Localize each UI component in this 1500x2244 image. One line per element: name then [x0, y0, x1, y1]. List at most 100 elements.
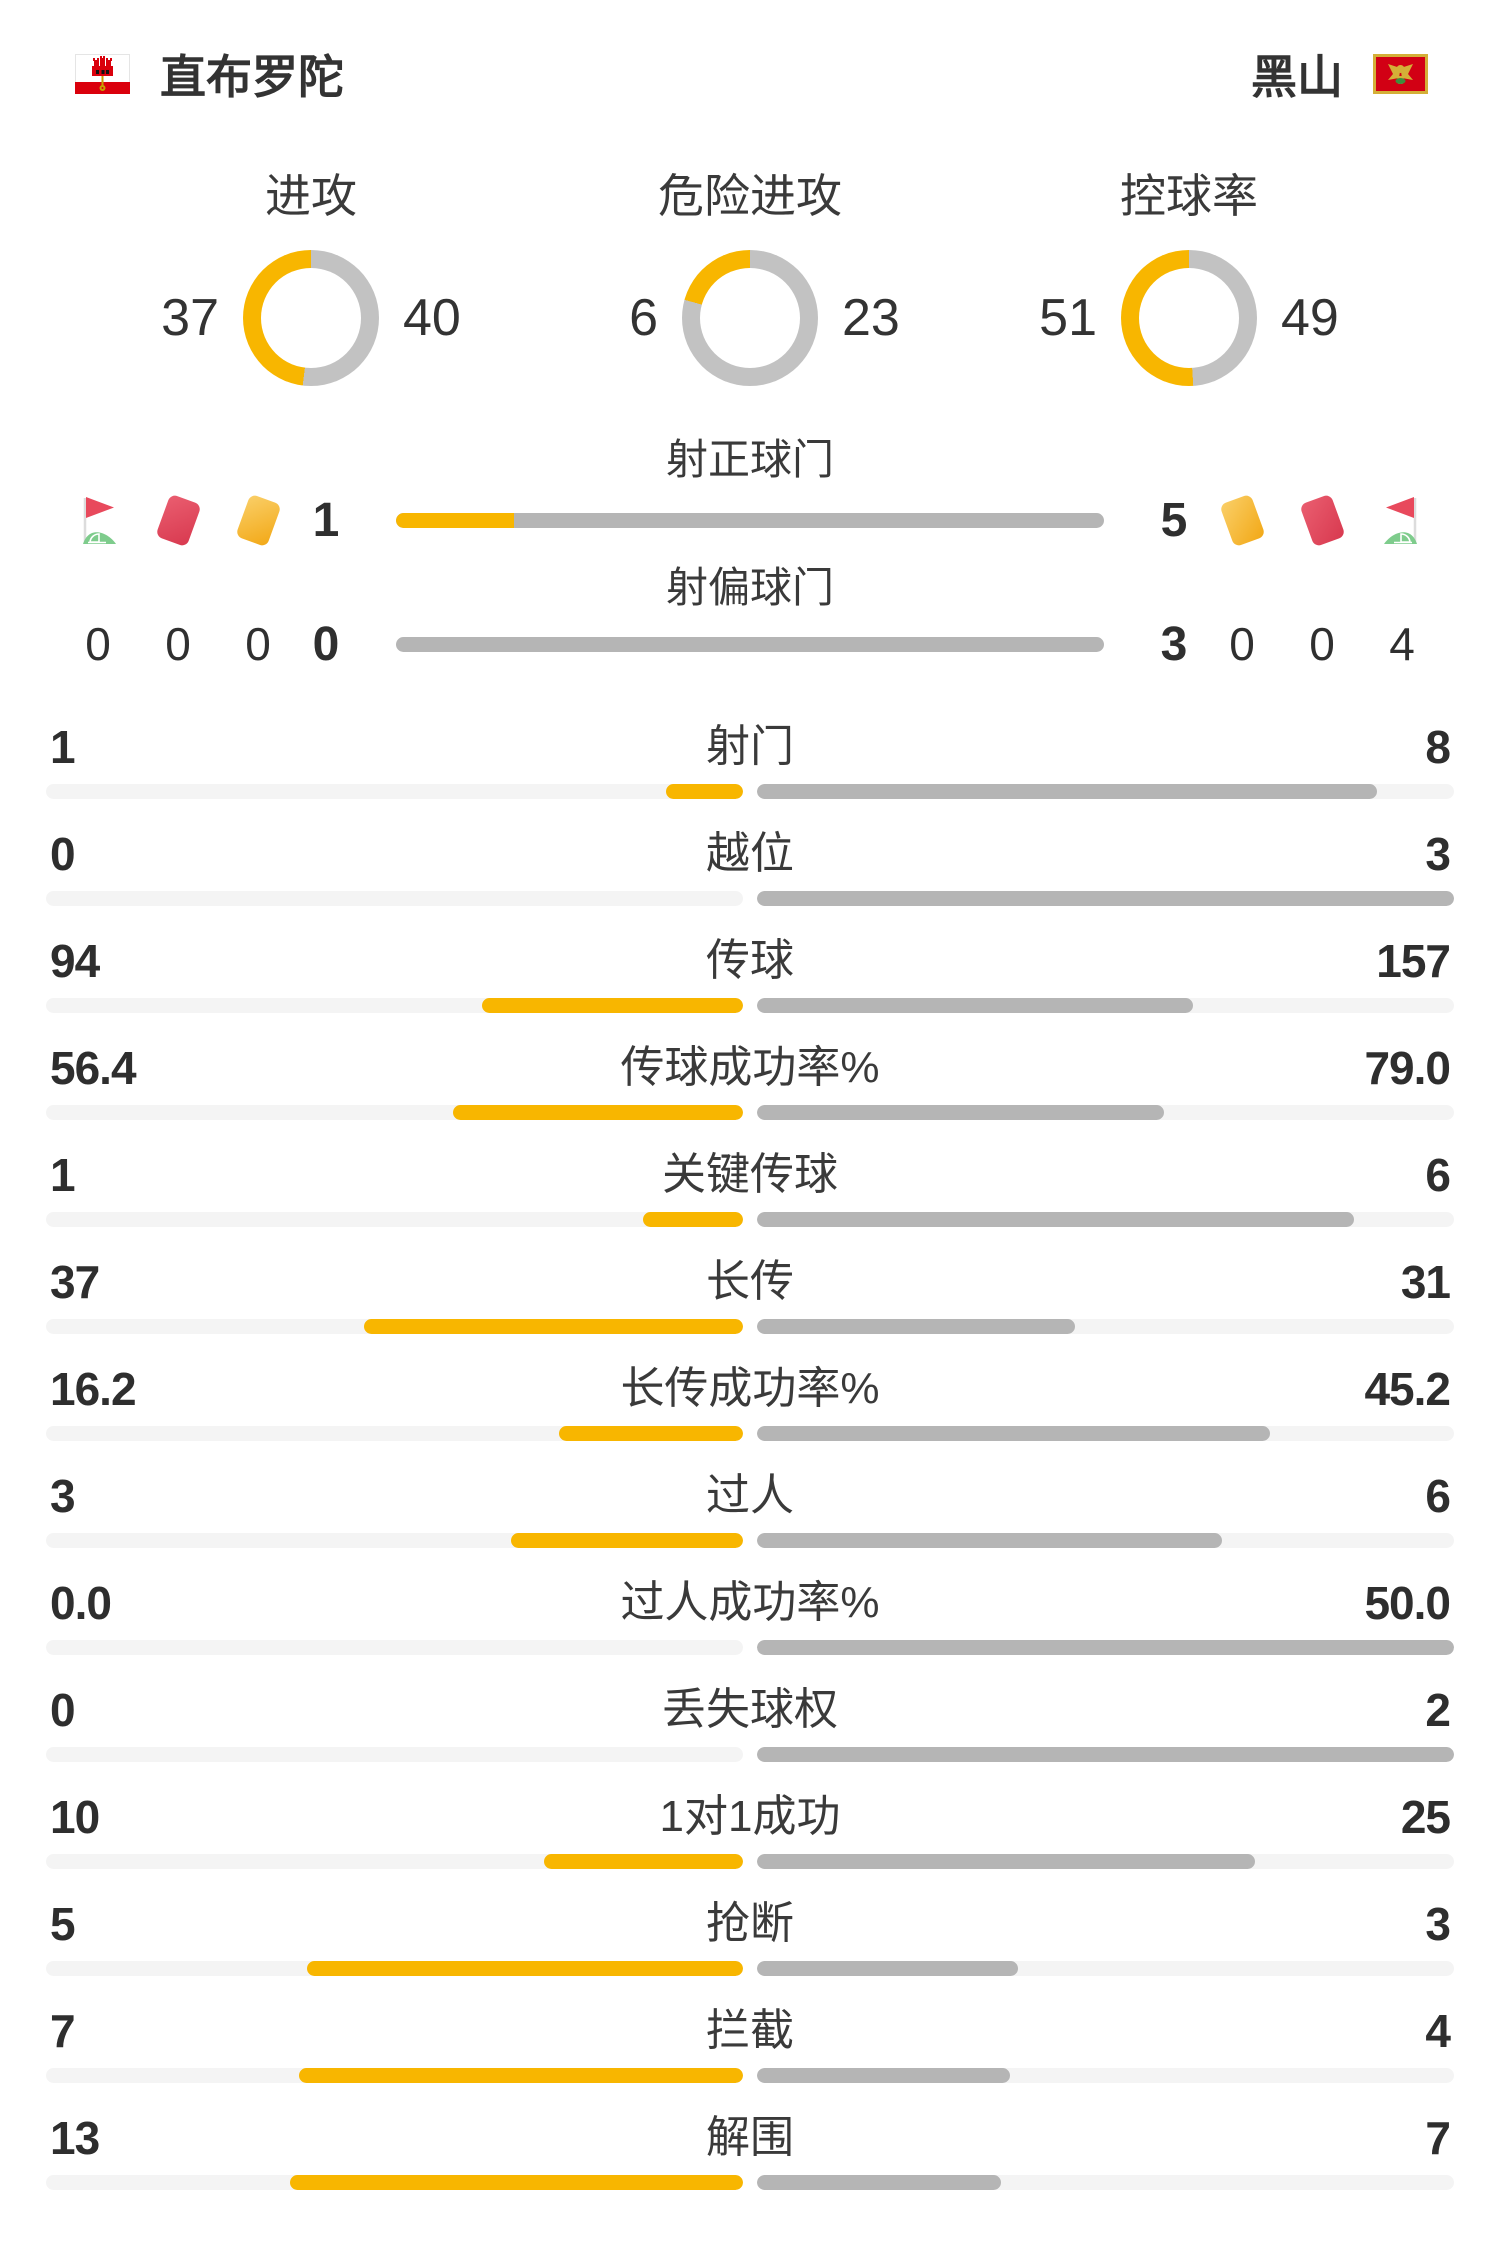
- stat-label: 拦截: [706, 2006, 794, 2055]
- shots-on-target-away-value: 5: [1160, 493, 1188, 547]
- stat-label: 关键传球: [662, 1150, 838, 1199]
- stats-list: 1 射门 8 0 越位 3 94 传球 157 56.4 传球成功率% 79.0 1 关键传球 6 37 长传 3…: [0, 718, 1500, 2190]
- home-team-name: 直布罗陀: [160, 51, 344, 103]
- stat-row: 37 长传 31: [0, 1253, 1500, 1334]
- away-discipline-values: 0 0 4: [1216, 617, 1428, 671]
- stat-label: 1对1成功: [659, 1792, 841, 1841]
- shots-on-target-home-value: 1: [312, 493, 340, 547]
- stat-bar-away: [757, 1212, 1454, 1227]
- stat-bar-home: [46, 1747, 743, 1762]
- stat-home-value: 1: [50, 721, 76, 773]
- shots-off-target-away-value: 3: [1160, 617, 1188, 671]
- home-discipline-values: 0 0 0: [72, 617, 284, 671]
- red-card-icon: [1296, 492, 1348, 548]
- stat-bar-away: [757, 998, 1454, 1013]
- yellow-card-icon: [232, 492, 284, 548]
- header: 直布罗陀 黑山: [0, 0, 1500, 103]
- red-card-icon: [152, 492, 204, 548]
- corner-flag-icon: [72, 492, 124, 548]
- donut-away-value: 49: [1281, 289, 1339, 347]
- stat-away-value: 8: [1425, 721, 1451, 773]
- donut-away-value: 23: [842, 289, 900, 347]
- stat-label: 过人成功率%: [620, 1578, 880, 1627]
- stat-row: 1 关键传球 6: [0, 1146, 1500, 1227]
- stat-row: 56.4 传球成功率% 79.0: [0, 1039, 1500, 1120]
- stat-bar-home: [46, 1961, 743, 1976]
- stat-bar-away: [757, 1961, 1454, 1976]
- stat-bar-away: [757, 1747, 1454, 1762]
- stat-home-value: 94: [50, 935, 100, 987]
- away-yellow-cards-count: 0: [1229, 618, 1255, 670]
- stat-row: 5 抢断 3: [0, 1895, 1500, 1976]
- stat-row: 7 拦截 4: [0, 2002, 1500, 2083]
- donut-label: 进攻: [265, 170, 357, 222]
- shots-off-target-row: 0 0 0 0 3 0 0 4: [0, 616, 1500, 672]
- stat-away-value: 157: [1376, 935, 1451, 987]
- shots-section: 射正球门 1 5: [0, 438, 1500, 672]
- home-team: 直布罗陀: [75, 41, 344, 107]
- possession-donut-chart: [1121, 250, 1257, 386]
- stat-bar-away: [757, 1854, 1454, 1869]
- stat-bar-away: [757, 2068, 1454, 2083]
- stat-away-value: 50.0: [1364, 1577, 1451, 1629]
- dangerous-attacks-donut-chart: [682, 250, 818, 386]
- away-red-cards-count: 0: [1309, 618, 1335, 670]
- stat-home-value: 56.4: [50, 1042, 137, 1094]
- stat-home-value: 5: [50, 1898, 76, 1950]
- donut-label: 控球率: [1120, 170, 1258, 222]
- donut-col-possession: 控球率 51 49: [974, 172, 1404, 386]
- stat-home-value: 1: [50, 1149, 76, 1201]
- stat-label: 射门: [706, 722, 794, 771]
- home-corners-count: 0: [85, 618, 111, 670]
- stat-row: 16.2 长传成功率% 45.2: [0, 1360, 1500, 1441]
- stat-bar-away: [757, 1426, 1454, 1441]
- stat-row: 1 射门 8: [0, 718, 1500, 799]
- stat-bar-home: [46, 1426, 743, 1441]
- stat-label: 传球: [706, 936, 794, 985]
- stat-label: 越位: [706, 829, 794, 878]
- stat-row: 0.0 过人成功率% 50.0: [0, 1574, 1500, 1655]
- stat-bar-home: [46, 2175, 743, 2190]
- stat-row: 0 越位 3: [0, 825, 1500, 906]
- shots-on-target-bar: [396, 512, 1104, 528]
- stat-home-value: 37: [50, 1256, 100, 1308]
- stat-row: 10 1对1成功 25: [0, 1788, 1500, 1869]
- away-corners-count: 4: [1389, 618, 1415, 670]
- stat-away-value: 4: [1425, 2005, 1451, 2057]
- attacks-donut-chart: [243, 250, 379, 386]
- stat-home-value: 13: [50, 2112, 100, 2164]
- stat-home-value: 7: [50, 2005, 76, 2057]
- stat-label: 长传: [706, 1257, 794, 1306]
- stat-label: 长传成功率%: [620, 1364, 880, 1413]
- stat-home-value: 0: [50, 828, 76, 880]
- stat-home-value: 10: [50, 1791, 100, 1843]
- stat-label: 过人: [706, 1471, 794, 1520]
- stat-bar-away: [757, 1319, 1454, 1334]
- stat-bar-home: [46, 1212, 743, 1227]
- stat-bar-away: [757, 1533, 1454, 1548]
- stat-bar-home: [46, 1854, 743, 1869]
- stat-label: 丢失球权: [662, 1685, 838, 1734]
- shots-off-target-label: 射偏球门: [665, 564, 834, 611]
- stat-bar-away: [757, 1640, 1454, 1655]
- stat-away-value: 45.2: [1364, 1363, 1451, 1415]
- stat-away-value: 25: [1400, 1791, 1451, 1843]
- stat-away-value: 79.0: [1364, 1042, 1451, 1094]
- stat-home-value: 0: [50, 1684, 76, 1736]
- stat-bar-home: [46, 1533, 743, 1548]
- gibraltar-flag-icon: [75, 54, 130, 94]
- stat-row: 0 丢失球权 2: [0, 1681, 1500, 1762]
- stat-away-value: 2: [1425, 1684, 1451, 1736]
- stat-bar-home: [46, 998, 743, 1013]
- stat-home-value: 3: [50, 1470, 76, 1522]
- stat-bar-home: [46, 1319, 743, 1334]
- donut-away-value: 40: [403, 289, 461, 347]
- stat-label: 传球成功率%: [620, 1043, 880, 1092]
- stat-away-value: 6: [1425, 1149, 1451, 1201]
- stat-bar-home: [46, 2068, 743, 2083]
- donut-home-value: 51: [1039, 289, 1097, 347]
- stat-away-value: 31: [1400, 1256, 1451, 1308]
- yellow-card-icon: [1216, 492, 1268, 548]
- donut-home-value: 37: [161, 289, 219, 347]
